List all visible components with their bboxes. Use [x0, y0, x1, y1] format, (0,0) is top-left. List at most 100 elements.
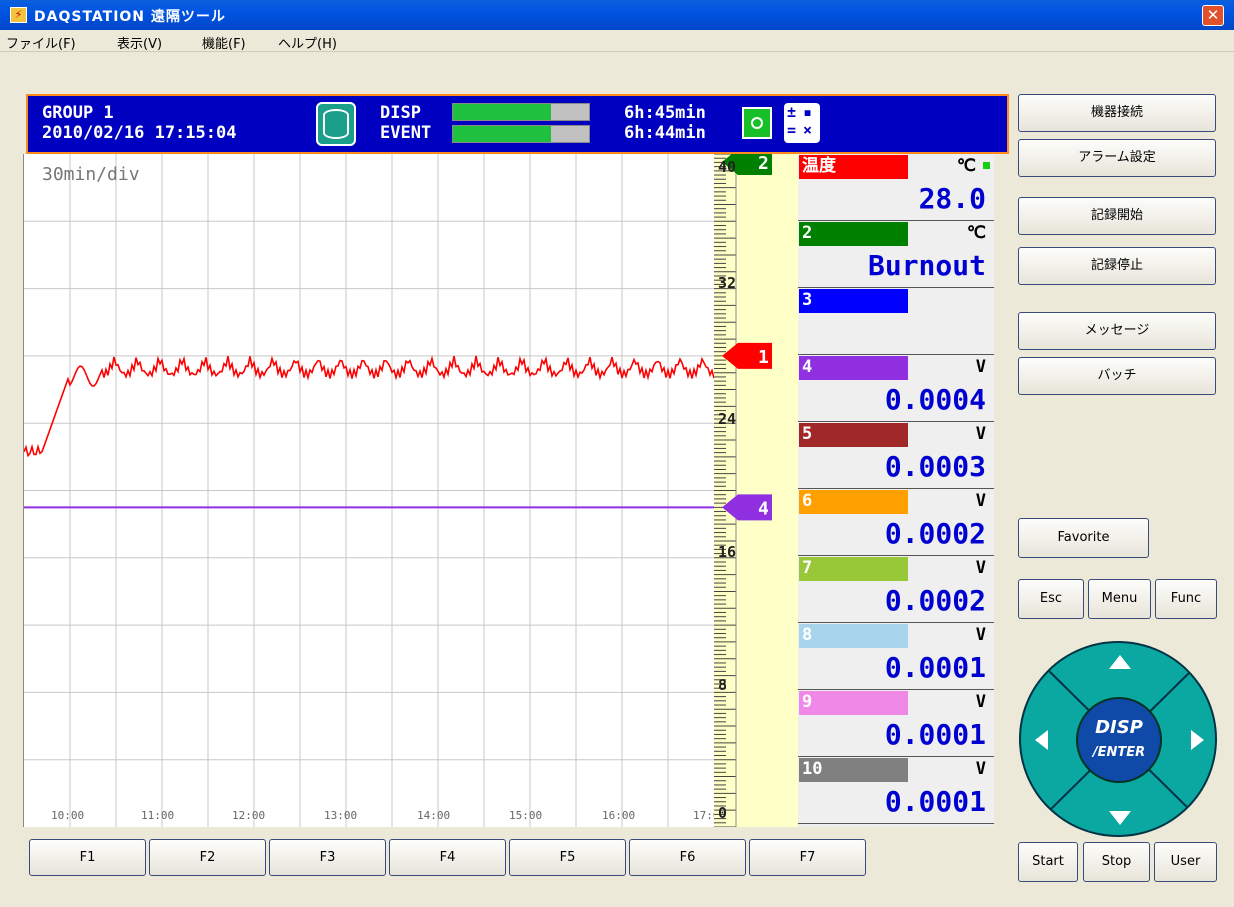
channel-tag: 2 — [799, 222, 908, 246]
channel-row: 5 V 0.0003 — [798, 422, 994, 489]
time-label: 17:0 — [693, 809, 720, 822]
channel-unit: V — [975, 759, 986, 779]
channel-unit: V — [975, 357, 986, 377]
app-icon: ⚡ — [10, 7, 27, 23]
menu-button[interactable]: Menu — [1088, 579, 1151, 619]
f5-button[interactable]: F5 — [509, 839, 626, 876]
time-per-division: 30min/div — [42, 164, 140, 185]
scale-ticks: 1 4 2 — [714, 149, 772, 828]
channel-row: 10 V 0.0001 — [798, 757, 994, 824]
channel-unit: V — [975, 692, 986, 712]
trend-plot — [24, 154, 715, 827]
connect-device-button[interactable]: 機器接続 — [1018, 94, 1216, 132]
right-arrow-icon[interactable] — [1191, 730, 1204, 750]
f7-button[interactable]: F7 — [749, 839, 866, 876]
scale-strip: 1 4 2 40 32 24 16 8 0 — [714, 149, 798, 828]
title-bar: ⚡ DAQSTATION 遠隔ツール ✕ — [0, 0, 1234, 30]
channel-value: 0.0002 — [884, 584, 986, 617]
trend-chart[interactable]: 30min/div 10:00 11:00 12:00 13:00 14:00 … — [23, 154, 720, 827]
func-button[interactable]: Func — [1155, 579, 1217, 619]
channel-row: 9 V 0.0001 — [798, 690, 994, 757]
close-button[interactable]: ✕ — [1202, 5, 1224, 26]
f3-button[interactable]: F3 — [269, 839, 386, 876]
f1-button[interactable]: F1 — [29, 839, 146, 876]
channel-panel: 温度 ℃ 28.0 2 ℃ Burnout 3 4 V 0.0004 5 V 0.0003 6 V 0.000… — [798, 154, 994, 827]
menu-bar: ファイル(F) 表示(V) 機能(F) ヘルプ(H) — [0, 30, 1234, 52]
batch-button[interactable]: バッチ — [1018, 357, 1216, 395]
status-header: GROUP 1 2010/02/16 17:15:04 DISP EVENT 6… — [26, 94, 1009, 154]
menu-function[interactable]: 機能(F) — [202, 37, 246, 52]
event-remaining-time: 6h:44min — [624, 123, 706, 143]
menu-help[interactable]: ヘルプ(H) — [278, 37, 337, 52]
channel-value: Burnout — [867, 249, 986, 282]
menu-view[interactable]: 表示(V) — [117, 37, 163, 52]
group-name: GROUP 1 — [42, 103, 114, 123]
disp-label: DISP — [380, 103, 421, 123]
down-arrow-icon[interactable] — [1109, 811, 1131, 825]
esc-button[interactable]: Esc — [1018, 579, 1084, 619]
channel-tag: 温度 — [799, 155, 908, 179]
event-label: EVENT — [380, 123, 432, 143]
time-label: 11:00 — [141, 809, 175, 822]
stop-button[interactable]: Stop — [1083, 842, 1150, 882]
channel-unit: V — [975, 558, 986, 578]
channel-row: 7 V 0.0002 — [798, 556, 994, 623]
window-title: DAQSTATION 遠隔ツール — [34, 9, 226, 25]
alarm-indicator-icon — [983, 162, 990, 169]
user-button[interactable]: User — [1154, 842, 1217, 882]
marker-label: 1 — [758, 347, 769, 368]
memory-icon — [316, 102, 356, 146]
f6-button[interactable]: F6 — [629, 839, 746, 876]
marker-label: 2 — [758, 154, 769, 174]
direction-pad: DISP /ENTER — [1019, 641, 1217, 837]
disp-enter-line2: /ENTER — [1092, 745, 1146, 760]
channel-value: 28.0 — [918, 182, 986, 215]
start-button[interactable]: Start — [1018, 842, 1078, 882]
channel-tag: 10 — [799, 758, 908, 782]
channel-marker: 4 — [722, 494, 772, 521]
channel-value: 0.0002 — [884, 517, 986, 550]
calculation-icon: ± ▪ = × — [784, 103, 820, 143]
disp-enter-button[interactable]: DISP /ENTER — [1076, 697, 1162, 783]
channel-row: 4 V 0.0004 — [798, 355, 994, 422]
message-button[interactable]: メッセージ — [1018, 312, 1216, 350]
time-label: 12:00 — [232, 809, 266, 822]
channel-unit: ℃ — [966, 223, 986, 243]
scale-label: 40 — [718, 158, 737, 176]
marker-label: 4 — [758, 498, 769, 519]
record-start-button[interactable]: 記録開始 — [1018, 197, 1216, 235]
channel-tag: 5 — [799, 423, 908, 447]
channel-tag: 6 — [799, 490, 908, 514]
channel-marker: 1 — [722, 342, 772, 369]
f2-button[interactable]: F2 — [149, 839, 266, 876]
alarm-settings-button[interactable]: アラーム設定 — [1018, 139, 1216, 177]
channel-tag: 7 — [799, 557, 908, 581]
disp-enter-line1: DISP — [1095, 717, 1143, 738]
scale-label: 0 — [718, 804, 728, 822]
channel-unit: V — [975, 424, 986, 444]
left-arrow-icon[interactable] — [1035, 730, 1048, 750]
favorite-button[interactable]: Favorite — [1018, 518, 1149, 558]
scale-label: 16 — [718, 543, 737, 561]
channel-value: 0.0001 — [884, 651, 986, 684]
menu-file[interactable]: ファイル(F) — [6, 37, 76, 52]
channel-value: 0.0003 — [884, 450, 986, 483]
up-arrow-icon[interactable] — [1109, 655, 1131, 669]
time-label: 14:00 — [417, 809, 451, 822]
channel-tag: 9 — [799, 691, 908, 715]
disp-progress — [452, 103, 590, 121]
ch1-trace — [24, 355, 715, 458]
channel-row: 8 V 0.0001 — [798, 623, 994, 690]
disp-remaining-time: 6h:45min — [624, 103, 706, 123]
time-label: 13:00 — [324, 809, 358, 822]
channel-value: 0.0001 — [884, 785, 986, 818]
channel-tag: 4 — [799, 356, 908, 380]
channel-unit: ℃ — [956, 156, 976, 176]
channel-row: 3 — [798, 288, 994, 355]
channel-tag: 3 — [799, 289, 908, 313]
f4-button[interactable]: F4 — [389, 839, 506, 876]
channel-row: 温度 ℃ 28.0 — [798, 154, 994, 221]
record-stop-button[interactable]: 記録停止 — [1018, 247, 1216, 285]
channel-unit: V — [975, 491, 986, 511]
